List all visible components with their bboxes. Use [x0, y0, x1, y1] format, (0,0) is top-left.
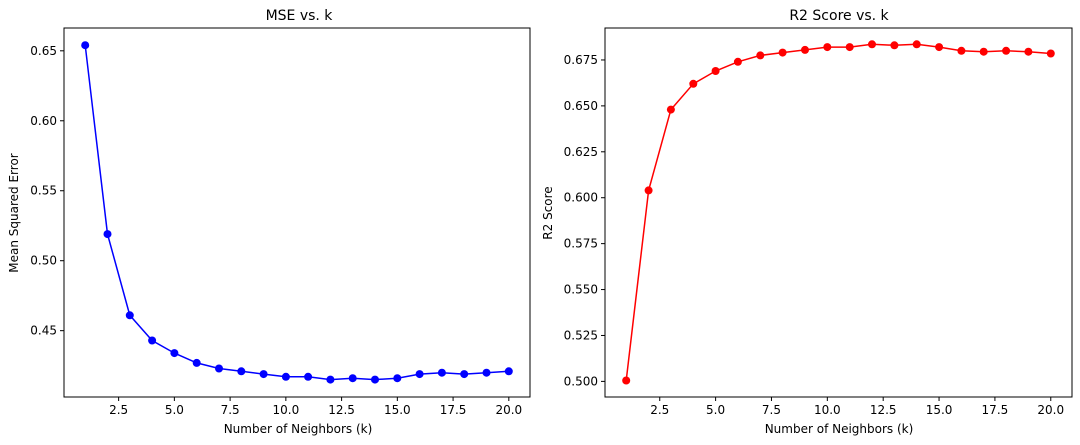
- x-tick-label: 12.5: [328, 403, 355, 417]
- data-point: [935, 43, 944, 52]
- x-tick-label: 2.5: [650, 403, 669, 417]
- data-point: [393, 374, 402, 383]
- y-tick-label: 0.65: [30, 44, 57, 58]
- x-tick-label: 17.5: [982, 403, 1009, 417]
- series-line: [84, 45, 509, 381]
- x-tick-label: 20.0: [1037, 403, 1064, 417]
- data-point: [733, 57, 742, 66]
- data-point: [81, 41, 90, 50]
- data-point: [845, 43, 854, 52]
- y-tick-label: 0.500: [564, 374, 598, 388]
- data-point: [148, 336, 157, 345]
- x-tick-label: 20.0: [495, 403, 522, 417]
- data-point: [348, 374, 357, 383]
- x-tick-label: 15.0: [384, 403, 411, 417]
- series-line: [625, 43, 1051, 381]
- data-point: [890, 41, 899, 50]
- data-point: [125, 311, 134, 320]
- data-point: [281, 372, 290, 381]
- data-point: [237, 367, 246, 376]
- data-point: [482, 368, 491, 377]
- x-tick-label: 12.5: [870, 403, 897, 417]
- series-markers: [622, 40, 1055, 385]
- x-tick-label: 15.0: [926, 403, 953, 417]
- x-axis-label: Number of Neighbors (k): [765, 422, 914, 436]
- data-point: [979, 47, 988, 56]
- y-tick-label: 0.55: [30, 184, 57, 198]
- data-point: [103, 230, 112, 239]
- chart-mse: MSE vs. k Number of Neighbors (k) Mean S…: [7, 8, 531, 436]
- data-point: [711, 67, 720, 75]
- data-point: [823, 43, 832, 52]
- x-tick-label: 5.0: [165, 403, 184, 417]
- data-point: [666, 105, 675, 114]
- data-point: [259, 370, 268, 379]
- x-tick-label: 10.0: [272, 403, 299, 417]
- data-point: [170, 349, 179, 358]
- data-point: [868, 40, 876, 49]
- x-tick-label: 2.5: [109, 403, 128, 417]
- x-tick-label: 10.0: [814, 403, 841, 417]
- chart-title: MSE vs. k: [266, 8, 334, 24]
- data-point: [415, 370, 424, 379]
- data-point: [689, 79, 698, 88]
- data-point: [326, 375, 335, 384]
- data-point: [215, 364, 223, 373]
- data-point: [912, 40, 921, 49]
- data-point: [371, 375, 379, 384]
- data-point: [504, 367, 513, 376]
- data-point: [304, 372, 313, 381]
- data-point: [1002, 46, 1011, 55]
- plot-frame: [604, 27, 1073, 398]
- series-markers: [81, 41, 513, 384]
- data-point: [622, 376, 631, 385]
- y-tick-label: 0.675: [564, 53, 598, 67]
- y-tick-label: 0.575: [564, 237, 598, 251]
- y-tick-label: 0.625: [564, 145, 598, 159]
- x-axis-label: Number of Neighbors (k): [224, 422, 373, 436]
- x-tick-label: 17.5: [440, 403, 467, 417]
- x-tick-label: 7.5: [762, 403, 781, 417]
- x-tick-label: 5.0: [706, 403, 725, 417]
- y-tick-label: 0.650: [564, 99, 598, 113]
- y-tick-label: 0.45: [30, 324, 57, 338]
- data-point: [192, 358, 201, 367]
- axis-ticks: 2.5 5.0 7.5 10.0 12.5 15.0 17.5 20.0 0.45 0.50 0.5…: [30, 44, 522, 417]
- chart-r2: R2 Score vs. k Number of Neighbors (k) R…: [541, 8, 1073, 436]
- y-tick-label: 0.600: [564, 191, 598, 205]
- y-tick-label: 0.550: [564, 283, 598, 297]
- axis-ticks: 2.5 5.0 7.5 10.0 12.5 15.0 17.5 20.0 0.500 0.525 0…: [564, 53, 1064, 417]
- x-tick-label: 7.5: [221, 403, 240, 417]
- data-point: [756, 51, 765, 60]
- plot-frame: [63, 27, 531, 398]
- data-point: [957, 46, 966, 55]
- chart-title: R2 Score vs. k: [789, 8, 889, 24]
- y-tick-label: 0.50: [30, 254, 57, 268]
- data-point: [1024, 47, 1033, 56]
- data-point: [778, 48, 787, 57]
- data-point: [801, 45, 809, 54]
- y-tick-label: 0.525: [564, 328, 598, 342]
- data-point: [460, 370, 469, 379]
- y-tick-label: 0.60: [30, 114, 57, 128]
- data-point: [644, 186, 653, 195]
- data-point: [1046, 49, 1055, 58]
- y-axis-label: R2 Score: [541, 186, 555, 239]
- y-axis-label: Mean Squared Error: [7, 153, 21, 273]
- data-point: [437, 368, 446, 377]
